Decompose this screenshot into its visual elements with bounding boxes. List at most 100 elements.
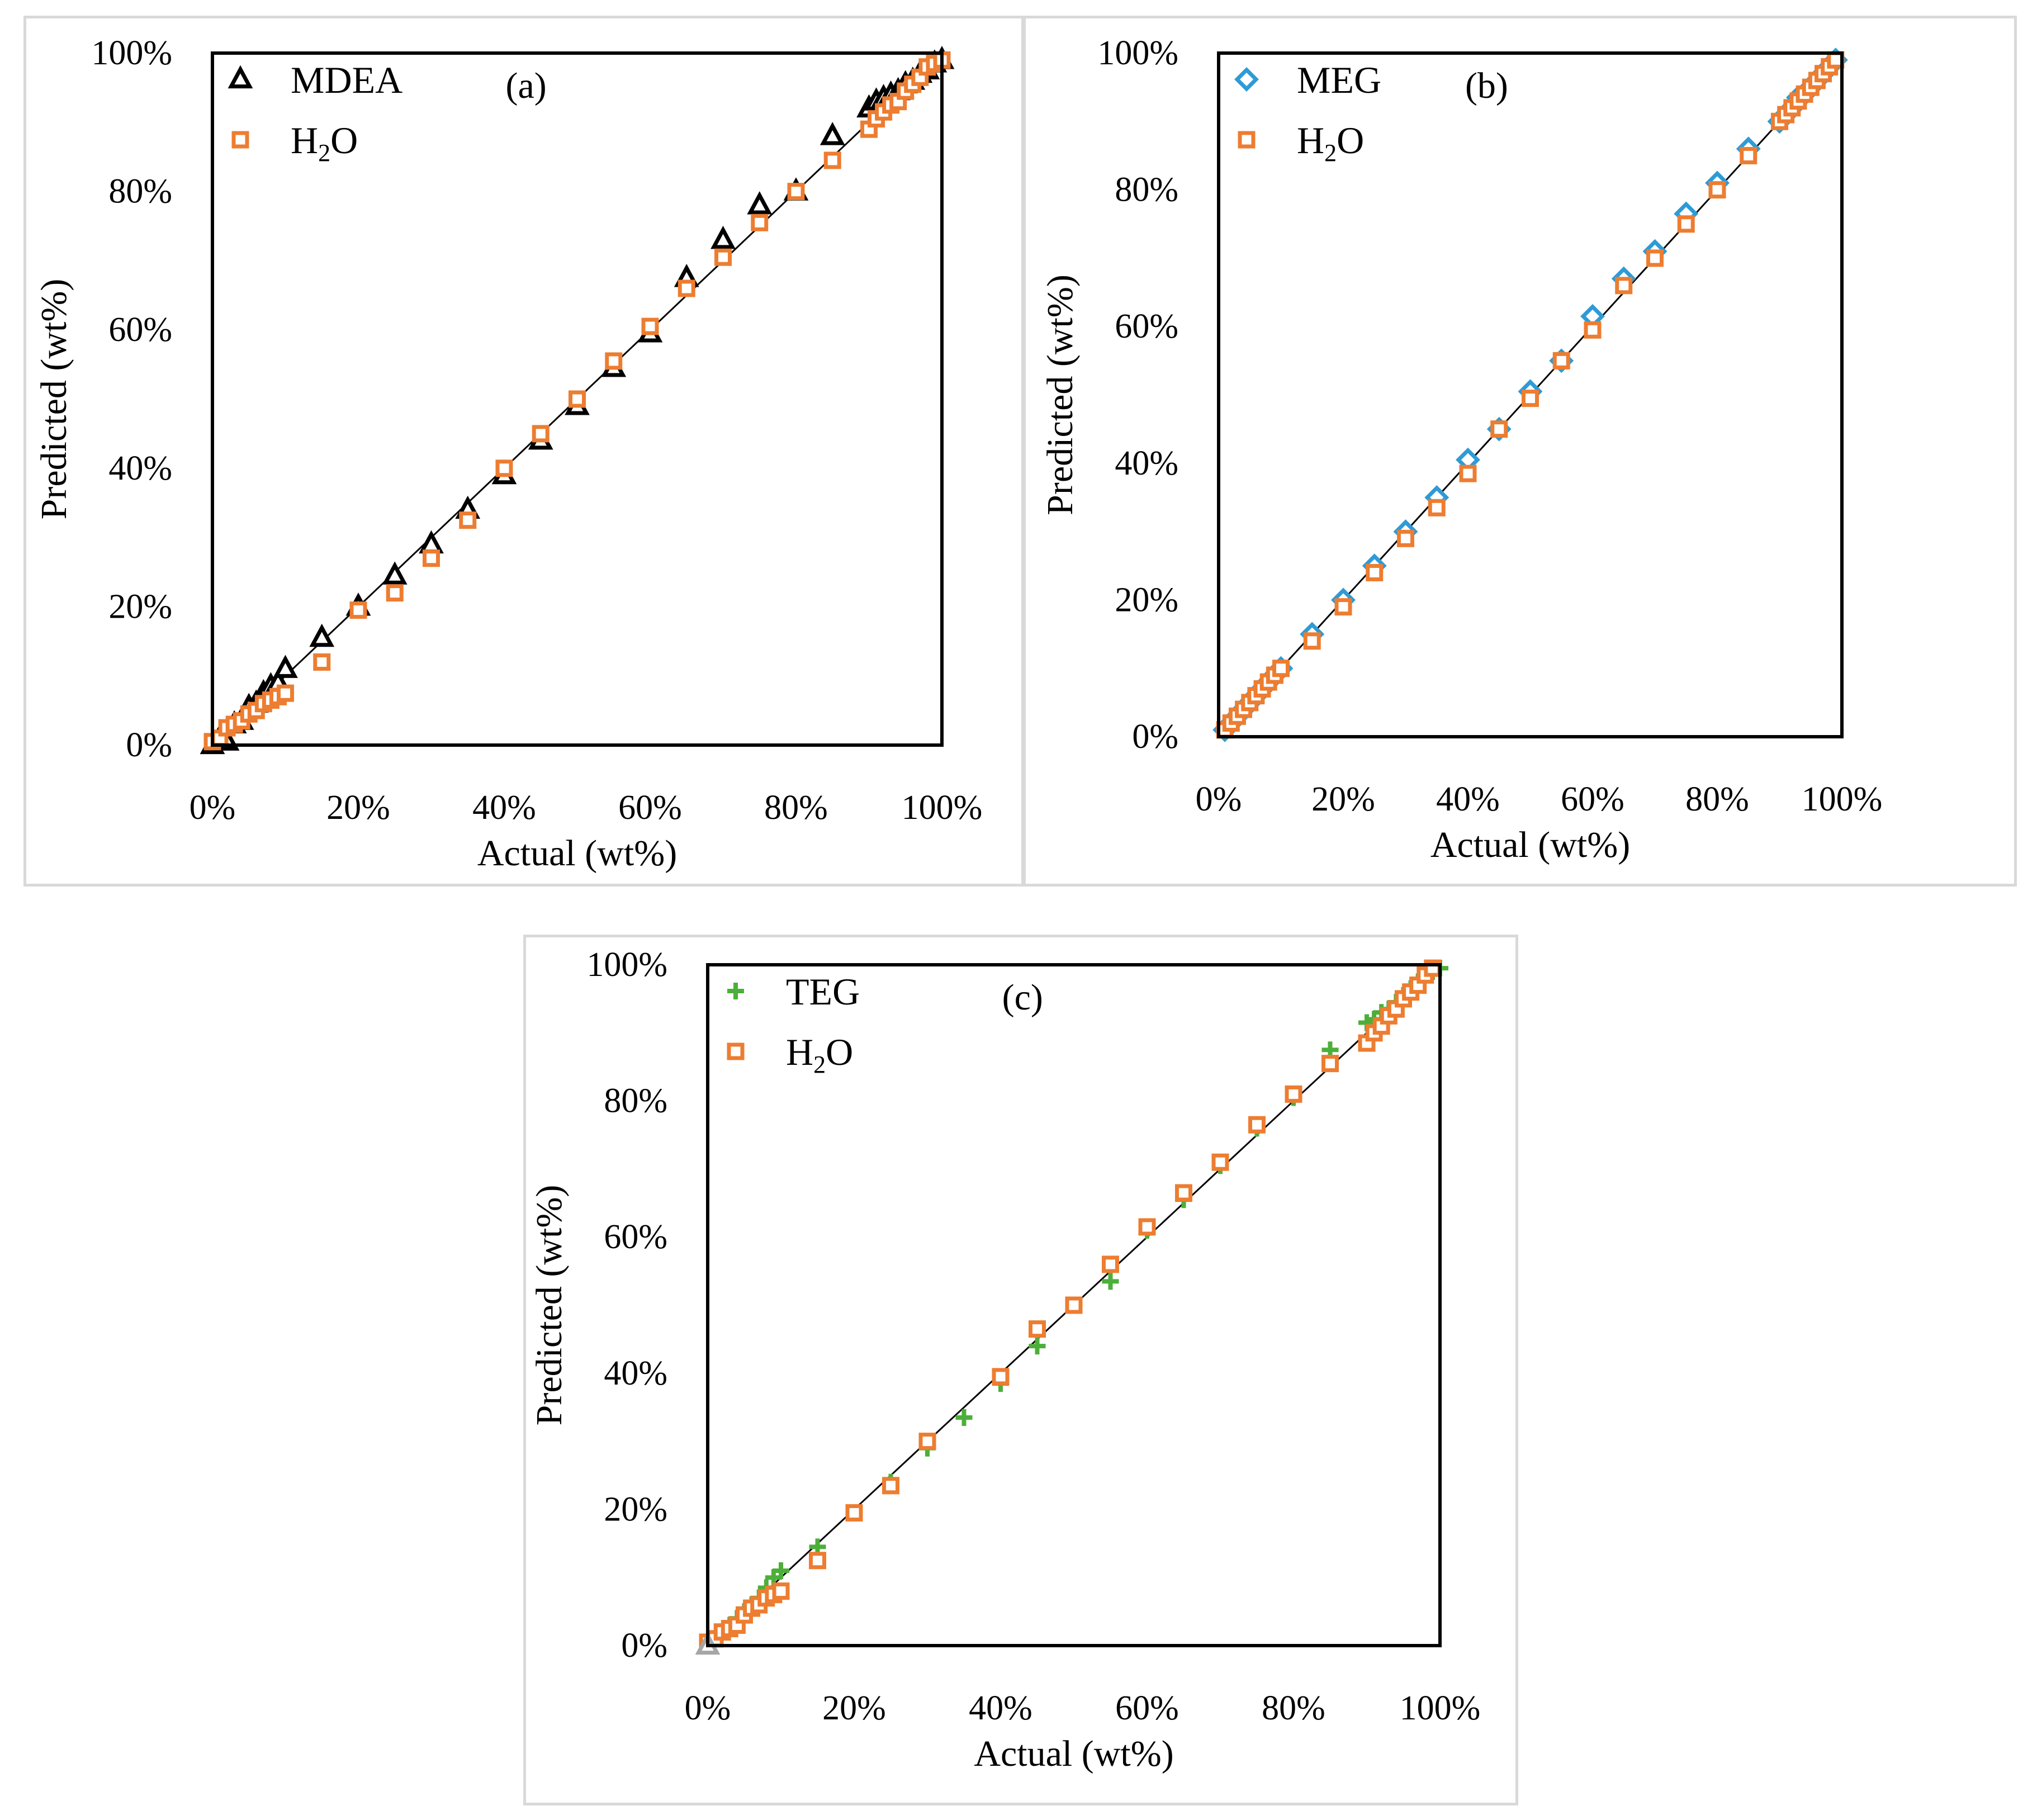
legend-label-h2o: H2O — [1297, 119, 1364, 167]
y-tick-label: 100% — [1097, 34, 1178, 72]
point-h2o — [605, 352, 623, 370]
point-h2o — [1677, 215, 1695, 233]
y-axis-label: Predicted (wt%) — [1040, 274, 1081, 515]
point-h2o — [495, 459, 513, 477]
legend-marker-h2o — [231, 131, 249, 149]
point-h2o — [1272, 660, 1290, 677]
point-h2o — [1029, 1320, 1046, 1338]
point-teg — [773, 1562, 789, 1580]
point-teg — [1029, 1338, 1046, 1355]
panel-label: (b) — [1465, 65, 1508, 106]
chart-b-meg: 0% 20% 40% 60% 80% 100% 0% 20% 40% 60% 80% 100% Actu… — [1040, 34, 1883, 865]
point-h2o — [641, 317, 659, 335]
y-tick-label: 20% — [108, 587, 172, 625]
point-mdea — [710, 225, 736, 249]
point-h2o — [678, 279, 695, 297]
y-tick-label: 100% — [586, 946, 667, 984]
point-h2o — [459, 511, 477, 529]
point-h2o — [1211, 1153, 1229, 1171]
x-tick-label: 100% — [1400, 1689, 1481, 1727]
point-h2o — [1366, 563, 1384, 581]
point-h2o — [1584, 321, 1602, 339]
point-h2o — [569, 390, 586, 408]
x-tick-label: 100% — [902, 789, 983, 827]
point-h2o — [386, 584, 404, 602]
point-teg — [1102, 1273, 1119, 1290]
point-h2o — [1321, 1055, 1339, 1073]
point-h2o — [1397, 529, 1414, 547]
legend-label-mdea: MDEA — [291, 59, 402, 101]
point-h2o — [1552, 352, 1570, 369]
x-tick-label: 0% — [190, 789, 236, 827]
point-h2o — [809, 1552, 826, 1570]
point-h2o — [423, 549, 440, 567]
point-h2o — [349, 601, 367, 619]
panel-a-frame — [23, 16, 1024, 887]
y-tick-label: 0% — [621, 1627, 667, 1665]
x-tick-label: 60% — [1115, 1689, 1179, 1727]
y-tick-label: 0% — [1132, 718, 1178, 756]
x-axis-label: Actual (wt%) — [1430, 824, 1630, 865]
point-mdea — [382, 561, 408, 585]
y-tick-label: 20% — [1115, 581, 1178, 619]
point-h2o — [1490, 420, 1508, 438]
legend: TEG H2O — [727, 970, 860, 1078]
x-tick-label: 80% — [764, 789, 828, 827]
x-tick-label: 40% — [1436, 780, 1500, 818]
point-h2o — [823, 151, 841, 169]
point-mdea — [419, 530, 444, 554]
point-h2o — [1522, 390, 1539, 407]
chart-a-mdea: 0% 20% 40% 60% 80% 100% 0% 20% 40% 60% 80% 100% Actu… — [34, 34, 983, 874]
y-tick-label: 40% — [1115, 444, 1178, 482]
point-h2o — [1102, 1255, 1119, 1273]
point-h2o — [1646, 249, 1664, 267]
y-tick-label: 60% — [1115, 307, 1178, 345]
legend-marker-h2o — [727, 1042, 745, 1060]
point-h2o — [1303, 632, 1321, 650]
y-tick-label: 40% — [108, 449, 172, 487]
x-tick-label: 100% — [1802, 780, 1883, 818]
point-h2o — [1138, 1218, 1156, 1236]
plot-area — [211, 51, 944, 747]
point-mdea — [309, 623, 335, 647]
y-tick-label: 40% — [604, 1354, 667, 1392]
y-tick-label: 80% — [108, 173, 172, 211]
y-tick-label: 20% — [604, 1490, 667, 1528]
point-h2o — [1175, 1184, 1192, 1202]
legend-marker-meg — [1234, 67, 1259, 92]
x-tick-label: 60% — [1561, 780, 1624, 818]
legend: MDEA H2O — [228, 59, 402, 167]
x-axis-label: Actual (wt%) — [974, 1733, 1173, 1774]
point-h2o — [532, 425, 549, 443]
legend-label-meg: MEG — [1297, 59, 1381, 101]
point-h2o — [714, 248, 732, 266]
point-h2o — [1615, 277, 1633, 295]
y-tick-label: 100% — [91, 34, 172, 72]
y-axis-label: Predicted (wt%) — [34, 279, 74, 520]
point-mdea — [819, 122, 845, 145]
point-h2o — [277, 684, 294, 702]
x-tick-label: 40% — [969, 1689, 1032, 1727]
x-tick-label: 40% — [472, 789, 536, 827]
y-tick-label: 0% — [126, 726, 172, 764]
point-h2o — [992, 1368, 1010, 1386]
y-tick-label: 80% — [1115, 171, 1178, 209]
point-h2o — [1740, 146, 1757, 164]
x-tick-label: 60% — [618, 789, 682, 827]
legend: MEG H2O — [1234, 59, 1381, 167]
y-tick-label: 60% — [604, 1218, 667, 1256]
point-h2o — [1065, 1296, 1083, 1314]
point-h2o — [918, 1433, 936, 1451]
point-h2o — [313, 653, 331, 671]
x-tick-label: 80% — [1685, 780, 1749, 818]
panel-b-frame — [1023, 16, 2017, 887]
point-h2o — [751, 214, 769, 231]
x-tick-label: 0% — [685, 1689, 731, 1727]
legend-marker-h2o — [1238, 131, 1256, 149]
point-h2o — [1334, 598, 1352, 616]
legend-marker-mdea — [228, 65, 253, 89]
y-axis-label: Predicted (wt%) — [529, 1185, 570, 1426]
series-h2o — [1216, 51, 1845, 739]
legend-label-h2o: H2O — [786, 1031, 853, 1078]
legend-marker-teg — [727, 983, 744, 999]
